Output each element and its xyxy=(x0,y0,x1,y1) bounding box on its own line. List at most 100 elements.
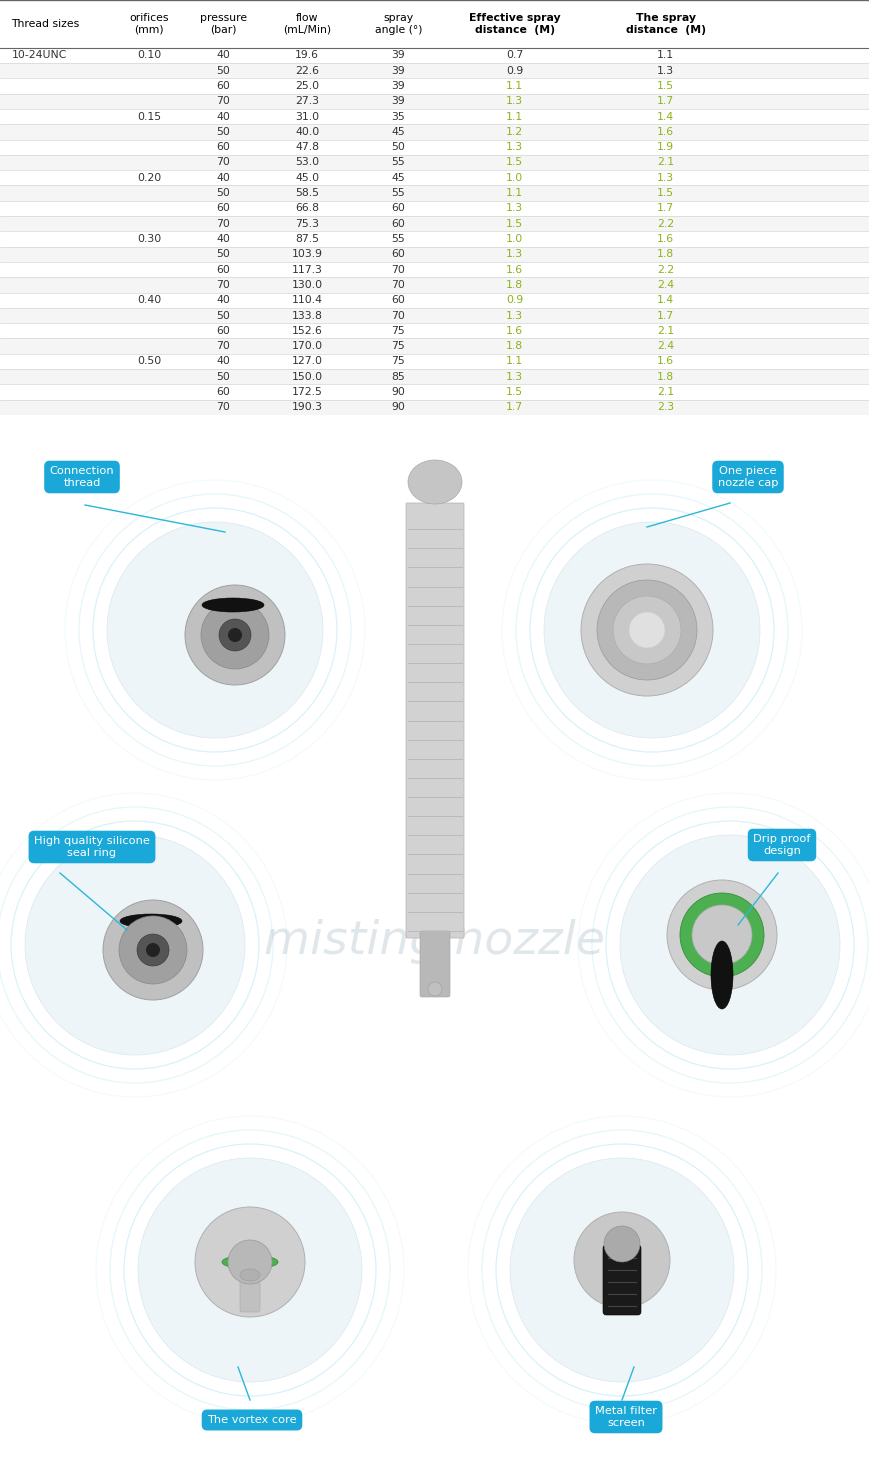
Text: 45.0: 45.0 xyxy=(295,173,319,184)
Text: 0.50: 0.50 xyxy=(137,357,161,367)
Text: Metal filter
screen: Metal filter screen xyxy=(594,1406,656,1428)
Circle shape xyxy=(428,982,441,995)
Text: The spray
distance  (M): The spray distance (M) xyxy=(625,13,705,35)
Text: 25.0: 25.0 xyxy=(295,81,319,91)
Text: 75: 75 xyxy=(391,341,405,351)
Text: 70: 70 xyxy=(216,341,229,351)
Text: orifices
(mm): orifices (mm) xyxy=(129,13,169,35)
Text: 40: 40 xyxy=(216,233,229,244)
Text: pressure
(bar): pressure (bar) xyxy=(199,13,247,35)
Text: 1.8: 1.8 xyxy=(656,371,673,382)
Text: 60: 60 xyxy=(391,295,405,305)
Text: 70: 70 xyxy=(216,219,229,229)
Text: 70: 70 xyxy=(216,280,229,289)
Text: 1.0: 1.0 xyxy=(506,233,522,244)
Text: 60: 60 xyxy=(216,142,229,153)
Circle shape xyxy=(228,1240,272,1284)
Text: 0.40: 0.40 xyxy=(137,295,161,305)
Text: 50: 50 xyxy=(216,371,229,382)
Text: 1.8: 1.8 xyxy=(656,250,673,260)
Text: 1.3: 1.3 xyxy=(506,371,522,382)
Text: 1.6: 1.6 xyxy=(656,233,673,244)
Text: 1.7: 1.7 xyxy=(656,204,673,213)
Circle shape xyxy=(543,523,760,738)
Text: 47.8: 47.8 xyxy=(295,142,319,153)
Bar xyxy=(0,277,869,292)
Circle shape xyxy=(228,628,242,642)
Ellipse shape xyxy=(240,1268,260,1282)
Circle shape xyxy=(580,564,713,696)
Text: 1.3: 1.3 xyxy=(506,250,522,260)
Text: 1.5: 1.5 xyxy=(656,188,673,198)
Text: 27.3: 27.3 xyxy=(295,97,319,106)
Circle shape xyxy=(25,835,245,1055)
Ellipse shape xyxy=(408,459,461,504)
Text: 85: 85 xyxy=(391,371,405,382)
Ellipse shape xyxy=(202,597,263,612)
Text: 0.20: 0.20 xyxy=(137,173,161,184)
Text: 60: 60 xyxy=(216,81,229,91)
Text: High quality silicone
seal ring: High quality silicone seal ring xyxy=(34,837,149,857)
Text: 1.1: 1.1 xyxy=(506,112,522,122)
Text: 2.1: 2.1 xyxy=(656,388,673,396)
Text: 0.7: 0.7 xyxy=(506,50,522,60)
Text: 60: 60 xyxy=(216,264,229,275)
Text: 1.6: 1.6 xyxy=(656,357,673,367)
Text: 1.3: 1.3 xyxy=(656,66,673,76)
Text: 1.2: 1.2 xyxy=(506,126,522,137)
Text: 110.4: 110.4 xyxy=(291,295,322,305)
Text: 190.3: 190.3 xyxy=(291,402,322,413)
Text: 1.5: 1.5 xyxy=(506,157,522,167)
Text: 0.10: 0.10 xyxy=(137,50,161,60)
Text: 2.1: 2.1 xyxy=(656,326,673,336)
Text: 50: 50 xyxy=(216,188,229,198)
Text: 1.3: 1.3 xyxy=(656,173,673,184)
Text: misting nozzle: misting nozzle xyxy=(264,919,605,964)
Text: 2.1: 2.1 xyxy=(656,157,673,167)
Text: 35: 35 xyxy=(391,112,405,122)
Circle shape xyxy=(680,893,763,978)
Text: 75: 75 xyxy=(391,326,405,336)
Text: 1.5: 1.5 xyxy=(506,388,522,396)
Text: 0.9: 0.9 xyxy=(506,66,522,76)
Text: 50: 50 xyxy=(216,126,229,137)
Text: 90: 90 xyxy=(391,388,405,396)
Text: 58.5: 58.5 xyxy=(295,188,319,198)
Circle shape xyxy=(628,612,664,647)
Text: 66.8: 66.8 xyxy=(295,204,319,213)
Circle shape xyxy=(136,934,169,966)
Text: 1.1: 1.1 xyxy=(506,188,522,198)
Text: 50: 50 xyxy=(216,311,229,320)
Text: 0.15: 0.15 xyxy=(137,112,161,122)
Text: 70: 70 xyxy=(391,264,405,275)
Circle shape xyxy=(613,596,680,664)
Text: 70: 70 xyxy=(216,402,229,413)
Bar xyxy=(0,399,869,415)
Circle shape xyxy=(119,916,187,984)
Text: 2.3: 2.3 xyxy=(656,402,673,413)
Text: 40: 40 xyxy=(216,295,229,305)
Bar xyxy=(0,94,869,109)
Text: 2.2: 2.2 xyxy=(656,219,673,229)
Circle shape xyxy=(596,580,696,680)
Text: 1.4: 1.4 xyxy=(656,112,673,122)
Text: 1.6: 1.6 xyxy=(656,126,673,137)
Text: 1.3: 1.3 xyxy=(506,142,522,153)
Text: 150.0: 150.0 xyxy=(291,371,322,382)
Text: 39: 39 xyxy=(391,50,405,60)
Text: 45: 45 xyxy=(391,126,405,137)
Text: 60: 60 xyxy=(391,219,405,229)
Text: 130.0: 130.0 xyxy=(291,280,322,289)
Text: 152.6: 152.6 xyxy=(291,326,322,336)
Text: Effective spray
distance  (M): Effective spray distance (M) xyxy=(468,13,560,35)
Text: 1.9: 1.9 xyxy=(656,142,673,153)
Text: 1.6: 1.6 xyxy=(506,326,522,336)
Text: 60: 60 xyxy=(216,326,229,336)
Circle shape xyxy=(509,1158,733,1381)
Ellipse shape xyxy=(222,1255,278,1268)
Text: 2.4: 2.4 xyxy=(656,280,673,289)
Bar xyxy=(0,308,869,323)
Circle shape xyxy=(201,600,269,669)
Ellipse shape xyxy=(120,915,182,928)
Text: 1.4: 1.4 xyxy=(656,295,673,305)
